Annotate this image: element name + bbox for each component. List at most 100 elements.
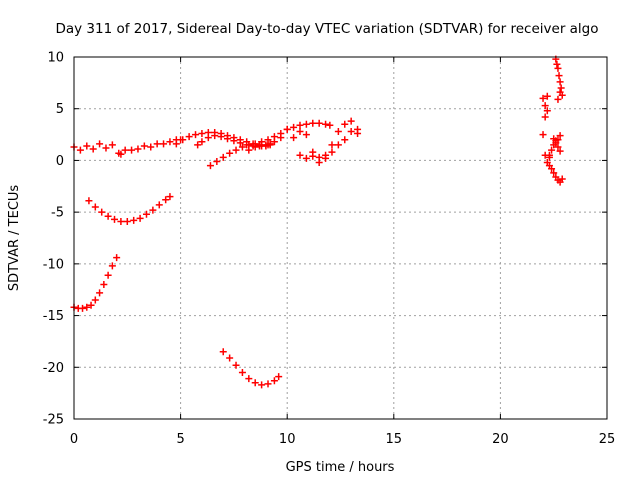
data-point — [552, 139, 560, 147]
data-point — [226, 149, 234, 157]
data-point — [296, 127, 304, 135]
data-point — [315, 119, 323, 127]
x-tick-label: 15 — [386, 432, 403, 447]
data-point — [83, 142, 91, 150]
data-point — [160, 140, 168, 148]
data-point — [270, 377, 278, 385]
series-arc-11 — [543, 132, 566, 186]
data-point — [322, 154, 330, 162]
data-point — [91, 203, 99, 211]
y-tick-label: 5 — [56, 102, 64, 117]
chart-title: Day 311 of 2017, Sidereal Day-to-day VTE… — [55, 21, 598, 37]
x-tick-label: 10 — [279, 432, 296, 447]
series-arc-12 — [552, 55, 566, 103]
data-point — [179, 136, 187, 144]
data-point — [230, 137, 238, 145]
data-point — [117, 217, 125, 225]
data-point — [89, 145, 97, 153]
data-point — [554, 143, 562, 151]
series-arc-1 — [70, 136, 185, 158]
data-point — [354, 130, 362, 138]
data-point — [302, 131, 310, 139]
data-point — [347, 117, 355, 125]
data-point — [98, 208, 106, 216]
data-point — [328, 148, 336, 156]
data-point — [541, 113, 549, 121]
data-point — [541, 102, 549, 110]
data-point — [296, 151, 304, 159]
y-tick-label: -10 — [43, 257, 64, 272]
data-point — [162, 196, 170, 204]
data-point — [117, 150, 125, 158]
series-arc-10 — [539, 92, 553, 161]
series-arc-9 — [219, 348, 283, 389]
data-point — [91, 296, 99, 304]
data-point — [211, 132, 219, 140]
data-point — [555, 72, 563, 80]
data-point — [554, 95, 562, 103]
data-point — [134, 145, 142, 153]
data-point — [251, 143, 259, 151]
data-point — [204, 134, 212, 142]
data-point — [153, 140, 161, 148]
data-point — [539, 94, 547, 102]
y-axis-label: SDTVAR / TECUs — [7, 185, 22, 292]
x-tick-label: 20 — [492, 432, 509, 447]
x-tick-label: 0 — [70, 432, 78, 447]
data-point — [553, 60, 561, 68]
data-point — [104, 212, 112, 220]
data-point — [104, 271, 112, 279]
data-point — [548, 165, 556, 173]
data-point — [83, 303, 91, 311]
x-tick-label: 5 — [176, 432, 184, 447]
data-point — [232, 146, 240, 154]
data-point — [238, 143, 246, 151]
data-point — [96, 140, 104, 148]
data-point — [341, 136, 349, 144]
data-series — [70, 55, 566, 389]
data-point — [290, 123, 298, 131]
data-point — [264, 141, 272, 149]
grid — [74, 57, 607, 419]
data-point — [543, 92, 551, 100]
data-point — [341, 120, 349, 128]
data-point — [556, 88, 564, 96]
data-point — [238, 368, 246, 376]
data-point — [198, 130, 206, 138]
data-point — [96, 289, 104, 297]
series-arc-6 — [296, 117, 362, 166]
data-point — [142, 210, 150, 218]
data-point — [130, 216, 138, 224]
data-point — [113, 254, 121, 262]
data-point — [121, 146, 129, 154]
y-tick-label: 10 — [47, 51, 64, 66]
data-point — [166, 193, 174, 201]
data-point — [185, 133, 193, 141]
y-tick-label: 0 — [56, 154, 64, 169]
data-point — [326, 121, 334, 129]
data-point — [309, 119, 317, 127]
data-point — [557, 84, 565, 92]
x-axis-label: GPS time / hours — [286, 460, 395, 475]
data-point — [217, 133, 225, 141]
data-point — [251, 379, 259, 387]
data-point — [198, 138, 206, 146]
data-point — [328, 141, 336, 149]
data-point — [219, 348, 227, 356]
data-point — [85, 197, 93, 205]
data-point — [155, 201, 163, 209]
data-point — [108, 141, 116, 149]
data-point — [556, 78, 564, 86]
x-tick-label: 25 — [599, 432, 616, 447]
data-point — [245, 146, 253, 154]
data-point — [102, 144, 110, 152]
data-point — [79, 304, 87, 312]
data-point — [315, 158, 323, 166]
data-point — [550, 135, 558, 143]
data-point — [539, 131, 547, 139]
y-tick-label: -15 — [43, 309, 64, 324]
data-point — [149, 206, 157, 214]
data-point — [108, 262, 116, 270]
data-point — [322, 120, 330, 128]
